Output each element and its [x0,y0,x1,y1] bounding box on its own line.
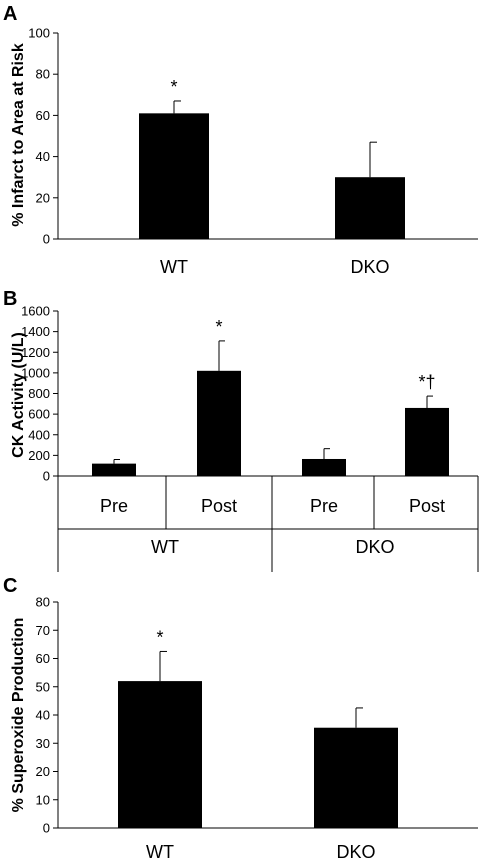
panel-a-y-tick-label: 80 [36,67,50,82]
panel-c-y-tick-label: 10 [36,792,50,807]
panel-a-axes [57,33,478,240]
panel-b-y-axis-label: CK Activity (U/L) [10,332,27,458]
panel-b-significance-marker: * [215,317,222,337]
panel-c-y-tick-label: 20 [36,764,50,779]
panel-c-bar [314,727,398,828]
panel-a-bar [139,113,209,239]
panel-c-category-labels: WT DKO [146,842,376,861]
panel-a-y-ticks: 0 20 40 60 80 100 [28,26,58,247]
panel-b-y-tick-label: 0 [43,469,50,484]
panel-c-chart: % Superoxide Production * 0 10 20 30 40 50 60 7… [10,595,478,861]
panel-b-y-tick-label: 600 [28,407,50,422]
panel-a-significance-marker: * [170,77,177,97]
panel-b-category-labels: Pre Post Pre Post WT DKO [100,496,445,557]
panel-c-y-tick-label: 0 [43,821,50,836]
panel-b-y-tick-label: 800 [28,386,50,401]
panel-a-y-tick-label: 60 [36,108,50,123]
panel-c-y-ticks: 0 10 20 30 40 50 60 70 80 [36,595,58,836]
panel-b-significance-marker: *† [418,372,435,392]
panel-a-bar [335,177,405,239]
panel-c-y-tick-label: 50 [36,679,50,694]
panel-c-y-tick-label: 80 [36,595,50,610]
panel-c-category-label: DKO [336,842,375,861]
panel-a-y-tick-label: 40 [36,149,50,164]
panel-b-category-label: Pre [100,496,128,516]
panel-c-y-tick-label: 70 [36,623,50,638]
panel-c-category-label: WT [146,842,174,861]
panel-c-y-tick-label: 60 [36,651,50,666]
panel-b-y-tick-label: 1000 [21,365,50,380]
panel-a-y-tick-label: 20 [36,190,50,205]
panel-b-bar [92,463,136,476]
panel-a-category-label: WT [160,257,188,277]
panel-letter-c: C [3,575,17,597]
panel-c-y-axis-label: % Superoxide Production [10,618,27,813]
panel-c-y-tick-label: 40 [36,708,50,723]
panel-b-bar [302,458,346,476]
panel-b-y-tick-label: 1600 [21,304,50,319]
panel-a-bars: * [139,77,405,239]
panel-a-chart: % Infarct to Area at Risk * 0 20 40 60 80 100… [10,26,478,277]
panel-b-y-tick-label: 200 [28,448,50,463]
panel-c-significance-marker: * [156,627,163,647]
panel-b-category-label: Pre [310,496,338,516]
panel-b-axes [57,311,479,572]
panel-b-y-tick-label: 1400 [21,324,50,339]
panel-a-y-axis-label: % Infarct to Area at Risk [10,43,27,227]
panel-c-bar [118,681,202,828]
panel-b-y-tick-label: 1200 [21,345,50,360]
panel-a-category-label: DKO [350,257,389,277]
panel-a-y-tick-label: 0 [43,232,50,247]
panel-c-y-tick-label: 30 [36,736,50,751]
panel-letter-b: B [3,288,17,310]
panel-b-category-label: Post [201,496,237,516]
panel-a-category-labels: WT DKO [160,257,390,277]
panel-b-chart: CK Activity (U/L) * *† 0 200 400 600 800 1000 1… [10,304,479,572]
panel-b-bars: * *† [92,317,449,476]
panel-b-category-label: Post [409,496,445,516]
panel-b-group-label: WT [151,537,179,557]
panel-b-bar [197,370,241,476]
panel-b-y-ticks: 0 200 400 600 800 1000 1200 1400 1600 [21,304,58,484]
panel-letter-a: A [3,3,17,25]
panel-c-bars: * [118,627,398,828]
panel-b-y-tick-label: 400 [28,427,50,442]
panel-a-y-tick-label: 100 [28,26,50,41]
panel-b-bar [405,407,449,476]
panel-b-group-label: DKO [355,537,394,557]
